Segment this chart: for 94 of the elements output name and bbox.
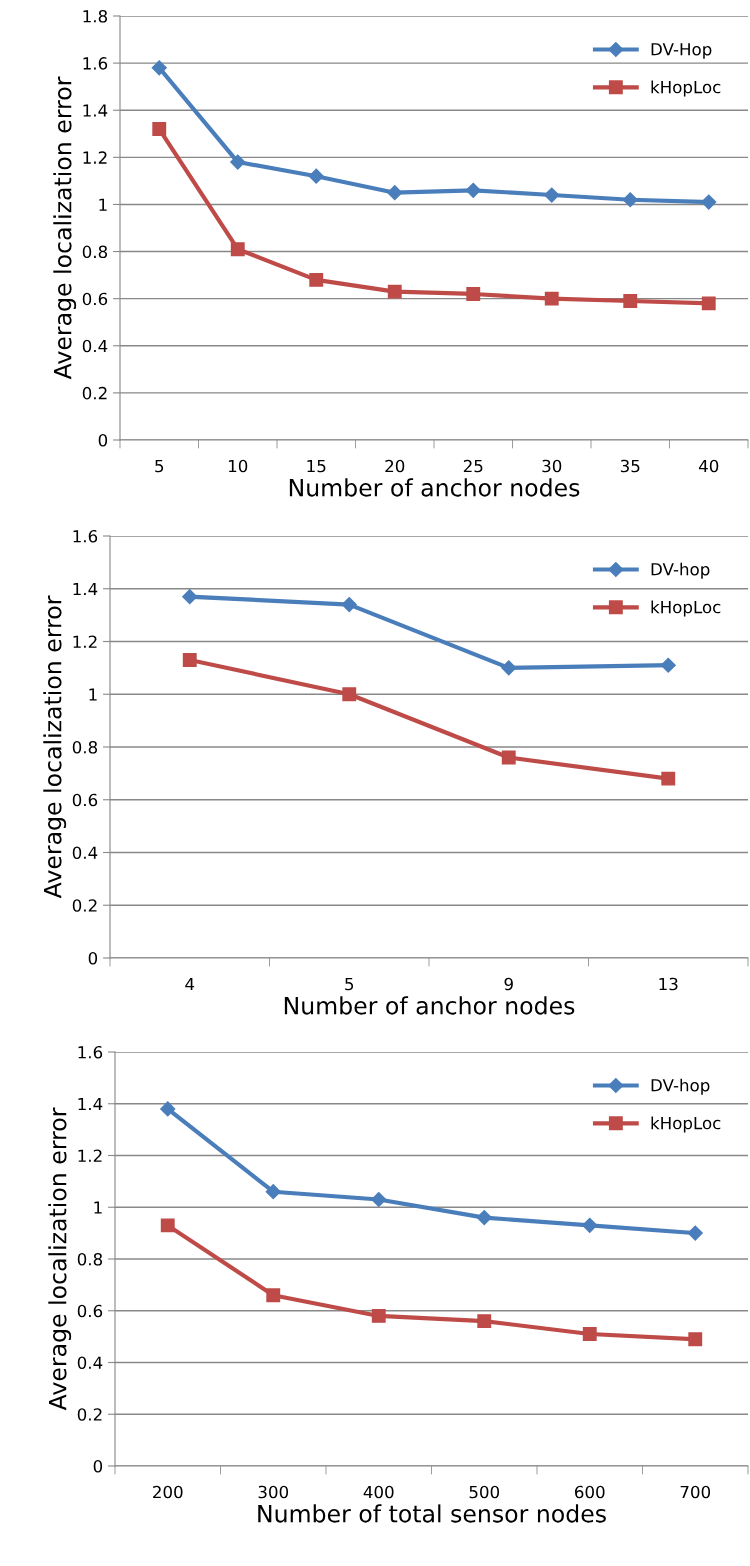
x-tick-label: 9 [504,977,513,991]
y-axis-title: Average localization error [48,1107,72,1411]
x-tick-label: 40 [698,459,719,473]
y-tick-label: 1.4 [83,104,108,117]
y-tick-label: 0.2 [72,899,97,912]
y-tick-label: 0 [98,433,108,447]
point [265,1184,281,1200]
y-tick-label: 0.8 [72,740,98,754]
x-tick-label: 700 [680,1485,711,1499]
y-tick-label: 1 [94,1201,102,1214]
point [501,660,517,676]
y-tick-label: 0.6 [72,793,98,807]
y-tick-label: 0.6 [82,292,108,306]
y-tick-label: 0.6 [77,1304,103,1318]
point [308,168,324,184]
y-tick-label: 1.4 [73,582,98,596]
x-axis-title: Number of total sensor nodes [258,1504,606,1523]
y-tick-label: 1 [99,198,107,211]
point [465,182,481,198]
point [501,750,516,765]
y-tick-label: 1.6 [83,57,108,70]
point [544,187,560,203]
point [182,589,198,605]
legend-label: DV-hop [651,562,710,579]
point [387,185,403,201]
x-tick-label: 400 [363,1485,394,1499]
y-tick-label: 1.2 [73,635,97,648]
y-tick-label: 0.8 [77,1252,103,1266]
point [230,154,246,170]
y-tick-label: 0.4 [82,339,108,353]
point [182,653,197,667]
y-tick-label: 1 [89,688,97,701]
x-tick-label: 13 [659,977,678,991]
point [660,657,676,673]
x-tick-label: 500 [469,1485,500,1499]
x-tick-label: 300 [258,1485,289,1499]
point [387,284,402,299]
y-axis-title: Average localization error [43,595,67,899]
point [688,1332,703,1347]
x-tick-label: 10 [228,459,248,473]
x-tick-label: 25 [463,459,483,473]
x-tick-label: 4 [185,977,195,991]
y-tick-label: 0 [88,951,98,965]
point [582,1327,597,1341]
y-tick-label: 1.4 [78,1097,103,1111]
point [544,291,559,306]
x-axis-title: Number of anchor nodes [284,996,575,1015]
point [623,294,638,308]
x-tick-label: 35 [620,459,640,473]
x-tick-label: 200 [153,1485,183,1499]
legend-label: DV-hop [651,1078,710,1095]
y-tick-label: 0 [93,1459,103,1473]
x-tick-label: 5 [345,977,354,991]
y-tick-label: 0.2 [82,386,107,400]
y-tick-label: 0.4 [77,1356,103,1370]
y-tick-label: 1.2 [78,1149,102,1162]
y-tick-label: 0.8 [82,245,108,259]
legend-label: kHopLoc [651,600,721,617]
point [342,687,357,702]
y-tick-label: 1.6 [78,1045,103,1059]
point [476,1210,492,1226]
x-tick-label: 30 [542,459,562,473]
y-tick-label: 0.4 [72,846,98,860]
x-tick-label: 600 [575,1485,605,1499]
point [151,60,167,76]
y-tick-label: 1.2 [83,151,107,164]
point [371,1191,387,1208]
point [466,287,481,301]
x-tick-label: 20 [385,459,405,473]
point [341,597,357,613]
point [582,1217,598,1233]
point [661,771,676,786]
legend-label: DV-Hop [651,43,712,59]
point [622,192,638,208]
point [701,296,716,311]
legend-label: kHopLoc [651,80,721,97]
point [687,1225,703,1241]
point [477,1314,492,1329]
x-axis-title: Number of anchor nodes [289,478,580,497]
point [230,242,245,257]
legend-label: kHopLoc [651,1116,721,1133]
point [160,1218,175,1233]
point [309,272,324,287]
point [371,1308,386,1323]
y-tick-label: 1.6 [73,529,98,543]
x-tick-label: 15 [307,459,326,473]
point [701,194,717,210]
x-tick-label: 5 [155,459,164,473]
y-axis-title: Average localization error [53,76,77,380]
point [152,122,167,137]
y-tick-label: 0.2 [77,1408,102,1421]
point [160,1101,176,1117]
y-tick-label: 1.8 [83,9,108,23]
point [266,1288,281,1303]
